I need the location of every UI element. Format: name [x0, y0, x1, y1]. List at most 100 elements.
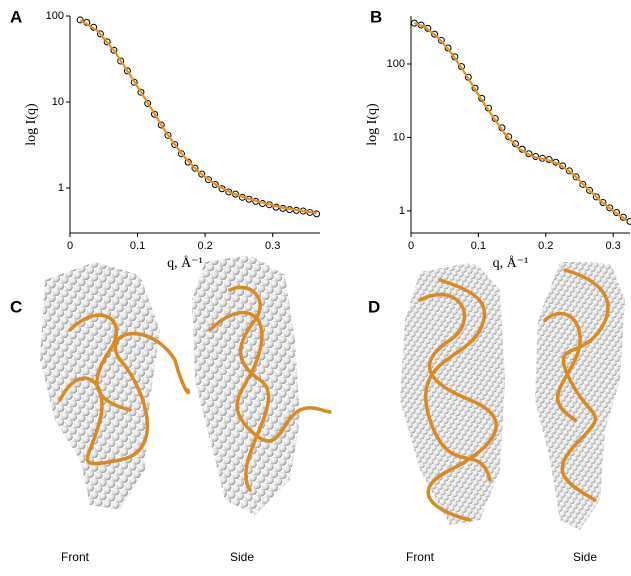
bead [608, 490, 613, 495]
bead [410, 495, 415, 500]
bead [190, 451, 198, 459]
bead [129, 490, 137, 498]
bead [617, 515, 622, 520]
bead [395, 382, 400, 387]
bead [611, 534, 616, 539]
bead [69, 264, 77, 272]
bead [539, 293, 544, 298]
bead [599, 513, 604, 518]
bead [404, 523, 409, 528]
bead [133, 266, 141, 274]
bead [623, 353, 628, 358]
bead [533, 263, 538, 268]
bead [292, 304, 300, 312]
bead [440, 260, 445, 265]
bead [150, 269, 158, 277]
bead [545, 505, 550, 510]
bead [611, 428, 616, 433]
bead [283, 261, 291, 269]
bead [401, 508, 406, 513]
bead [623, 488, 628, 493]
bead [503, 322, 508, 327]
bead [623, 382, 628, 387]
bead [596, 527, 601, 532]
bead [211, 516, 219, 524]
bead [190, 356, 198, 364]
bead [542, 269, 547, 274]
bead [542, 279, 547, 284]
bead [548, 471, 553, 476]
bead [395, 354, 400, 359]
bead [190, 479, 198, 487]
bead [494, 498, 499, 503]
bead [533, 253, 538, 258]
bead [401, 489, 406, 494]
bead [404, 283, 409, 288]
bead [91, 505, 99, 513]
bead [74, 502, 82, 510]
bead [395, 306, 400, 311]
bead [611, 543, 616, 548]
bead [296, 352, 304, 360]
bead [78, 469, 86, 477]
bead [404, 465, 409, 470]
bead [202, 460, 210, 468]
bead [413, 529, 418, 534]
bead [245, 507, 253, 515]
x-axis-label: q, Å⁻¹ [167, 255, 203, 271]
bead [292, 521, 300, 529]
bead [190, 383, 198, 391]
bead [40, 252, 48, 260]
bead [533, 397, 538, 402]
bead [296, 338, 304, 346]
bead [82, 259, 90, 267]
bead [446, 520, 451, 525]
bead [494, 488, 499, 493]
bead [503, 303, 508, 308]
bead [86, 497, 94, 505]
bead [548, 452, 553, 457]
bead [623, 363, 628, 368]
bead [617, 419, 622, 424]
bead [554, 501, 559, 506]
bead [623, 459, 628, 464]
bead [57, 432, 65, 440]
bead [190, 465, 198, 473]
bead [530, 267, 535, 272]
bead [623, 468, 628, 473]
bead [69, 495, 77, 503]
bead [211, 448, 219, 456]
bead [296, 461, 304, 469]
bead [614, 405, 619, 410]
bead [527, 310, 532, 315]
bead [69, 509, 77, 517]
bead [300, 509, 308, 517]
bead [560, 531, 565, 536]
bead [497, 282, 502, 287]
bead [198, 494, 206, 502]
bead [575, 528, 580, 533]
bead [410, 293, 415, 298]
bead [410, 284, 415, 289]
bead [190, 275, 198, 283]
bead [422, 516, 427, 521]
bead [279, 485, 287, 493]
bead [506, 538, 511, 543]
bead [479, 529, 484, 534]
bead [437, 264, 442, 269]
bead [545, 284, 550, 289]
bead [404, 504, 409, 509]
bead [181, 301, 189, 309]
bead [566, 532, 571, 537]
bead [578, 534, 583, 539]
bead [446, 260, 451, 265]
view-caption: Side [573, 550, 597, 564]
bead [44, 423, 52, 431]
bead [533, 301, 538, 306]
bead [398, 397, 403, 402]
bead [533, 272, 538, 277]
bead [605, 504, 610, 509]
bead [159, 379, 167, 387]
bead [163, 455, 171, 463]
bead [572, 533, 577, 538]
